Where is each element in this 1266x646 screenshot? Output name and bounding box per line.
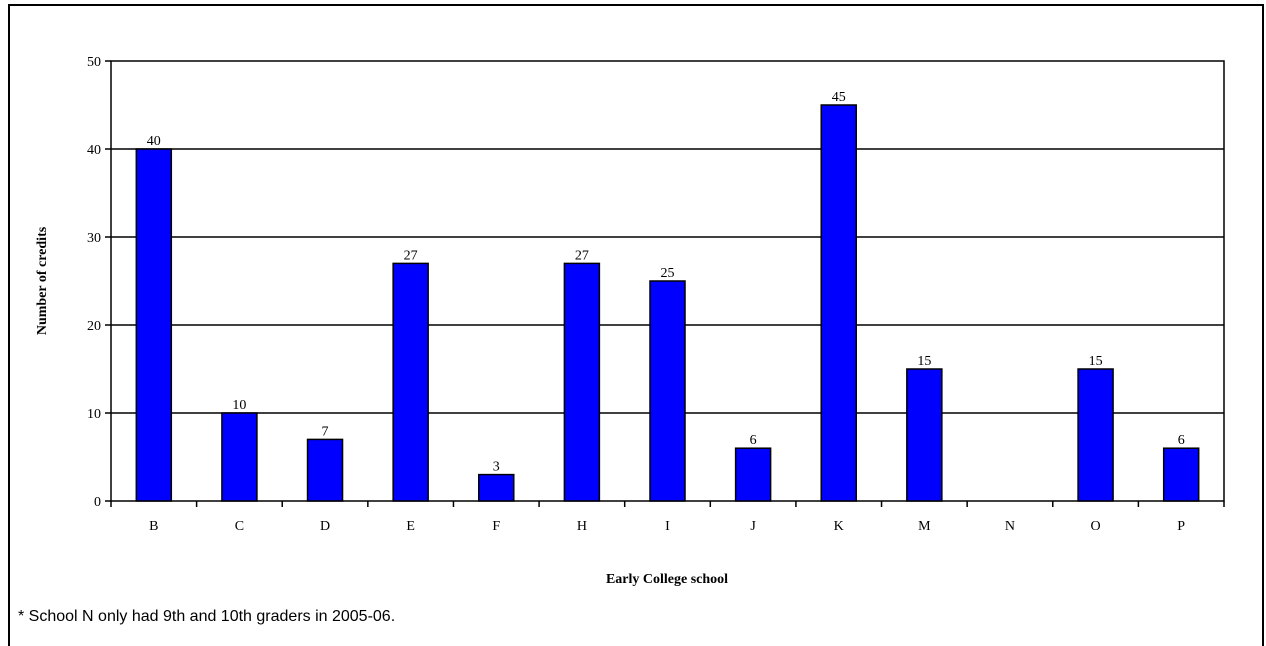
x-tick-label: C — [235, 519, 244, 534]
x-tick-label: E — [406, 519, 415, 534]
bar — [392, 262, 429, 502]
data-label: 15 — [917, 354, 931, 369]
data-label: 6 — [1178, 433, 1185, 448]
y-tick-label: 20 — [87, 319, 101, 334]
y-tick-label: 40 — [87, 143, 101, 158]
bar — [135, 148, 173, 502]
bar — [478, 473, 515, 502]
x-tick-label: K — [834, 519, 844, 534]
axes — [105, 60, 1225, 507]
data-label: 10 — [232, 398, 246, 413]
data-label: 40 — [147, 134, 161, 149]
x-tick-label: B — [149, 519, 158, 534]
bar — [734, 447, 772, 502]
data-label: 27 — [575, 248, 589, 263]
data-label: 15 — [1089, 354, 1103, 369]
bar — [563, 262, 601, 502]
data-label: 7 — [322, 424, 329, 439]
data-label: 25 — [661, 266, 675, 281]
x-tick-label: F — [492, 519, 500, 534]
x-tick-label: I — [665, 519, 670, 534]
bar — [1077, 368, 1114, 502]
y-tick-label: 0 — [94, 495, 101, 510]
data-labels: 40 10 7 27 3 27 25 6 45 15 15 6 — [147, 90, 1185, 475]
y-tick-label: 10 — [87, 407, 101, 422]
data-label: 3 — [493, 460, 500, 475]
bar — [820, 104, 857, 502]
x-tick-label: D — [320, 519, 330, 534]
x-tick-label: N — [1005, 519, 1015, 534]
data-label: 6 — [750, 433, 757, 448]
bar — [1162, 447, 1200, 502]
x-tick-label: H — [577, 519, 587, 534]
bars — [135, 104, 1200, 502]
x-tick-label: J — [750, 519, 756, 534]
bar — [306, 438, 344, 502]
y-tick-labels: 0 10 20 30 40 50 — [87, 55, 101, 510]
bar — [221, 412, 258, 502]
footnote: * School N only had 9th and 10th graders… — [18, 608, 396, 625]
y-tick-label: 50 — [87, 55, 101, 70]
chart-frame — [8, 4, 1264, 646]
y-axis-title: Number of credits — [35, 226, 50, 335]
bar — [906, 368, 943, 502]
x-tick-label: P — [1177, 519, 1185, 534]
bar — [649, 280, 686, 502]
y-tick-label: 30 — [87, 231, 101, 246]
data-label: 27 — [404, 248, 418, 263]
data-label: 45 — [832, 90, 846, 105]
x-tick-label: M — [918, 519, 931, 534]
x-axis-title: Early College school — [606, 572, 728, 587]
x-tick-label: O — [1091, 519, 1101, 534]
